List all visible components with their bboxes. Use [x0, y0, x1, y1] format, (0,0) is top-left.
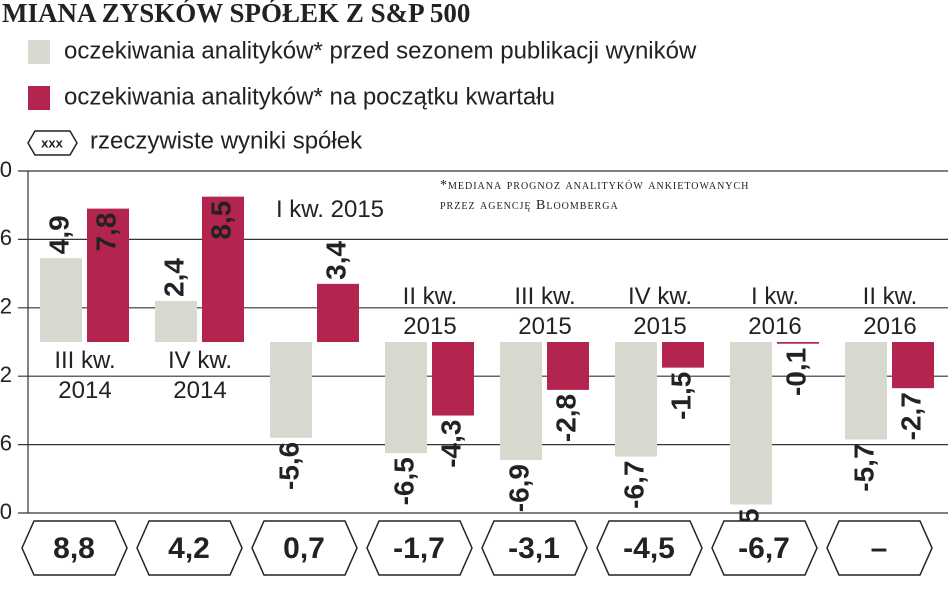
bar	[777, 342, 819, 344]
chart-title: MIANA ZYSKÓW SPÓŁEK Z S&P 500	[2, 0, 470, 28]
x-tick-label: I kw. 2016	[748, 283, 802, 340]
actual-result-label: –	[871, 532, 888, 565]
x-tick-label: II kw. 2015	[402, 283, 458, 340]
bar	[87, 208, 129, 342]
value-label: 8,5	[205, 201, 236, 240]
bar	[892, 342, 934, 389]
actual-result-box	[481, 520, 588, 576]
actual-result-label: 4,2	[168, 532, 210, 565]
actual-result-box	[251, 520, 358, 576]
y-tick-label: -2	[0, 362, 12, 387]
bar	[615, 342, 657, 457]
bar	[270, 342, 312, 438]
x-tick-label: IV kw. 2015	[627, 283, 693, 340]
bar	[432, 342, 474, 416]
actual-result-label: 8,8	[53, 532, 95, 565]
actual-result-box	[21, 520, 128, 576]
footnote-line: *mediana prognoz analityków ankietowanyc…	[440, 178, 749, 193]
value-label: 2,4	[158, 258, 189, 297]
footnote-line: przez agencję Bloomberga	[440, 198, 619, 213]
value-label: 7,8	[90, 213, 121, 252]
x-tick-label: IV kw. 2014	[167, 347, 233, 404]
bar	[730, 342, 772, 505]
y-tick-label: 2	[0, 294, 12, 319]
value-label: -5,6	[273, 442, 304, 490]
actual-result-label: 0,7	[283, 532, 325, 565]
value-label: -1,5	[665, 372, 696, 420]
legend-swatch	[28, 86, 50, 110]
legend-marker-label: xxx	[41, 135, 63, 150]
value-label: -2,7	[895, 392, 926, 440]
legend-swatch	[28, 40, 50, 64]
y-tick-label: 10	[0, 157, 12, 182]
actual-result-box	[366, 520, 473, 576]
value-label: 3,4	[320, 241, 351, 280]
footnote: *mediana prognoz analityków ankietowanyc…	[440, 178, 749, 213]
actual-result-box	[136, 520, 243, 576]
y-tick-label: -10	[0, 499, 12, 524]
value-label: -0,1	[780, 348, 811, 396]
legend-label: rzeczywiste wyniki spółek	[90, 127, 363, 154]
value-label: -2,8	[550, 394, 581, 442]
actual-result-label: -6,7	[738, 532, 790, 565]
legend-label: oczekiwania analityków* na początku kwar…	[64, 83, 555, 110]
bar	[385, 342, 427, 454]
bar	[317, 283, 359, 342]
bar	[155, 300, 197, 342]
actual-result-label: -4,5	[623, 532, 675, 565]
x-tick-label: III kw. 2014	[54, 347, 116, 404]
value-label: -5,7	[848, 443, 879, 491]
bar	[547, 342, 589, 390]
bar	[202, 196, 244, 342]
x-tick-label: III kw. 2015	[514, 283, 576, 340]
bar	[500, 342, 542, 460]
y-tick-label: 6	[0, 225, 12, 250]
value-label: -6,7	[618, 461, 649, 509]
bar	[845, 342, 887, 440]
actual-result-box	[596, 520, 703, 576]
legend-marker	[27, 130, 78, 156]
x-tick-label: II kw. 2016	[862, 283, 918, 340]
value-label: -6,9	[503, 464, 534, 512]
value-label: -6,5	[388, 457, 419, 505]
legend-label: oczekiwania analityków* przed sezonem pu…	[64, 37, 697, 64]
actual-result-box	[826, 520, 933, 576]
x-tick-label: I kw. 2015	[275, 196, 385, 223]
y-tick-label: -6	[0, 430, 12, 455]
value-label: -4,3	[435, 420, 466, 468]
actual-result-label: -1,7	[393, 532, 445, 565]
value-label: 4,9	[43, 215, 74, 254]
bar	[40, 258, 82, 342]
actual-result-box	[711, 520, 818, 576]
actual-result-label: -3,1	[508, 532, 560, 565]
bar	[662, 342, 704, 368]
